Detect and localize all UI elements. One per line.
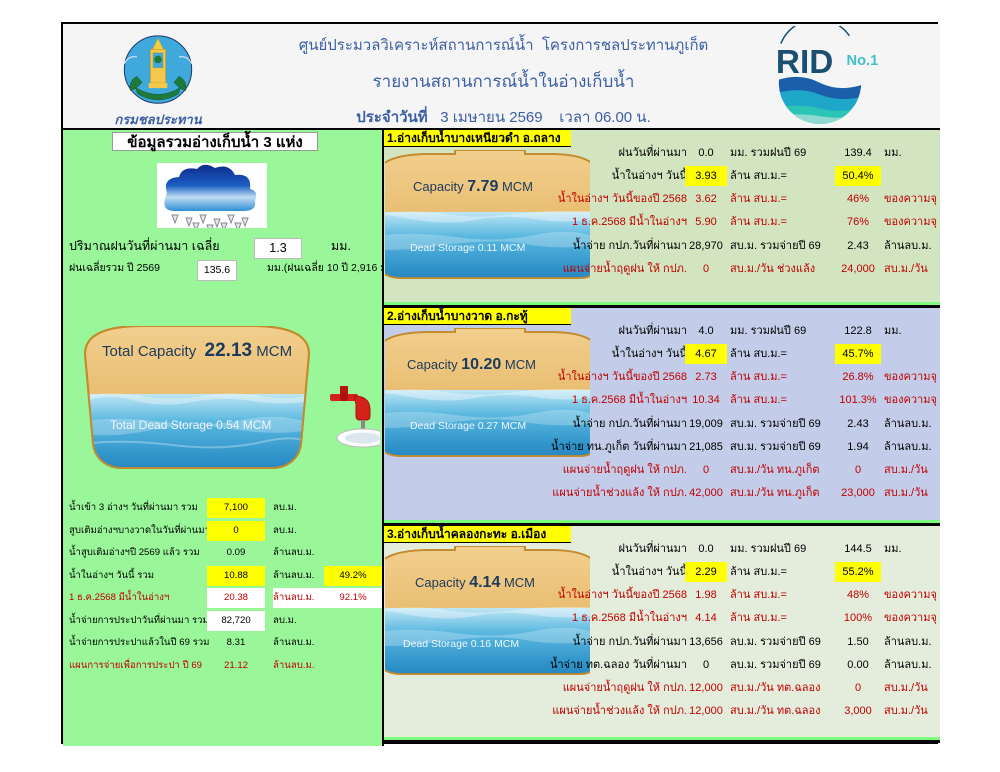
svg-text:No.1: No.1 xyxy=(846,53,878,69)
svg-text:RID: RID xyxy=(776,44,833,81)
